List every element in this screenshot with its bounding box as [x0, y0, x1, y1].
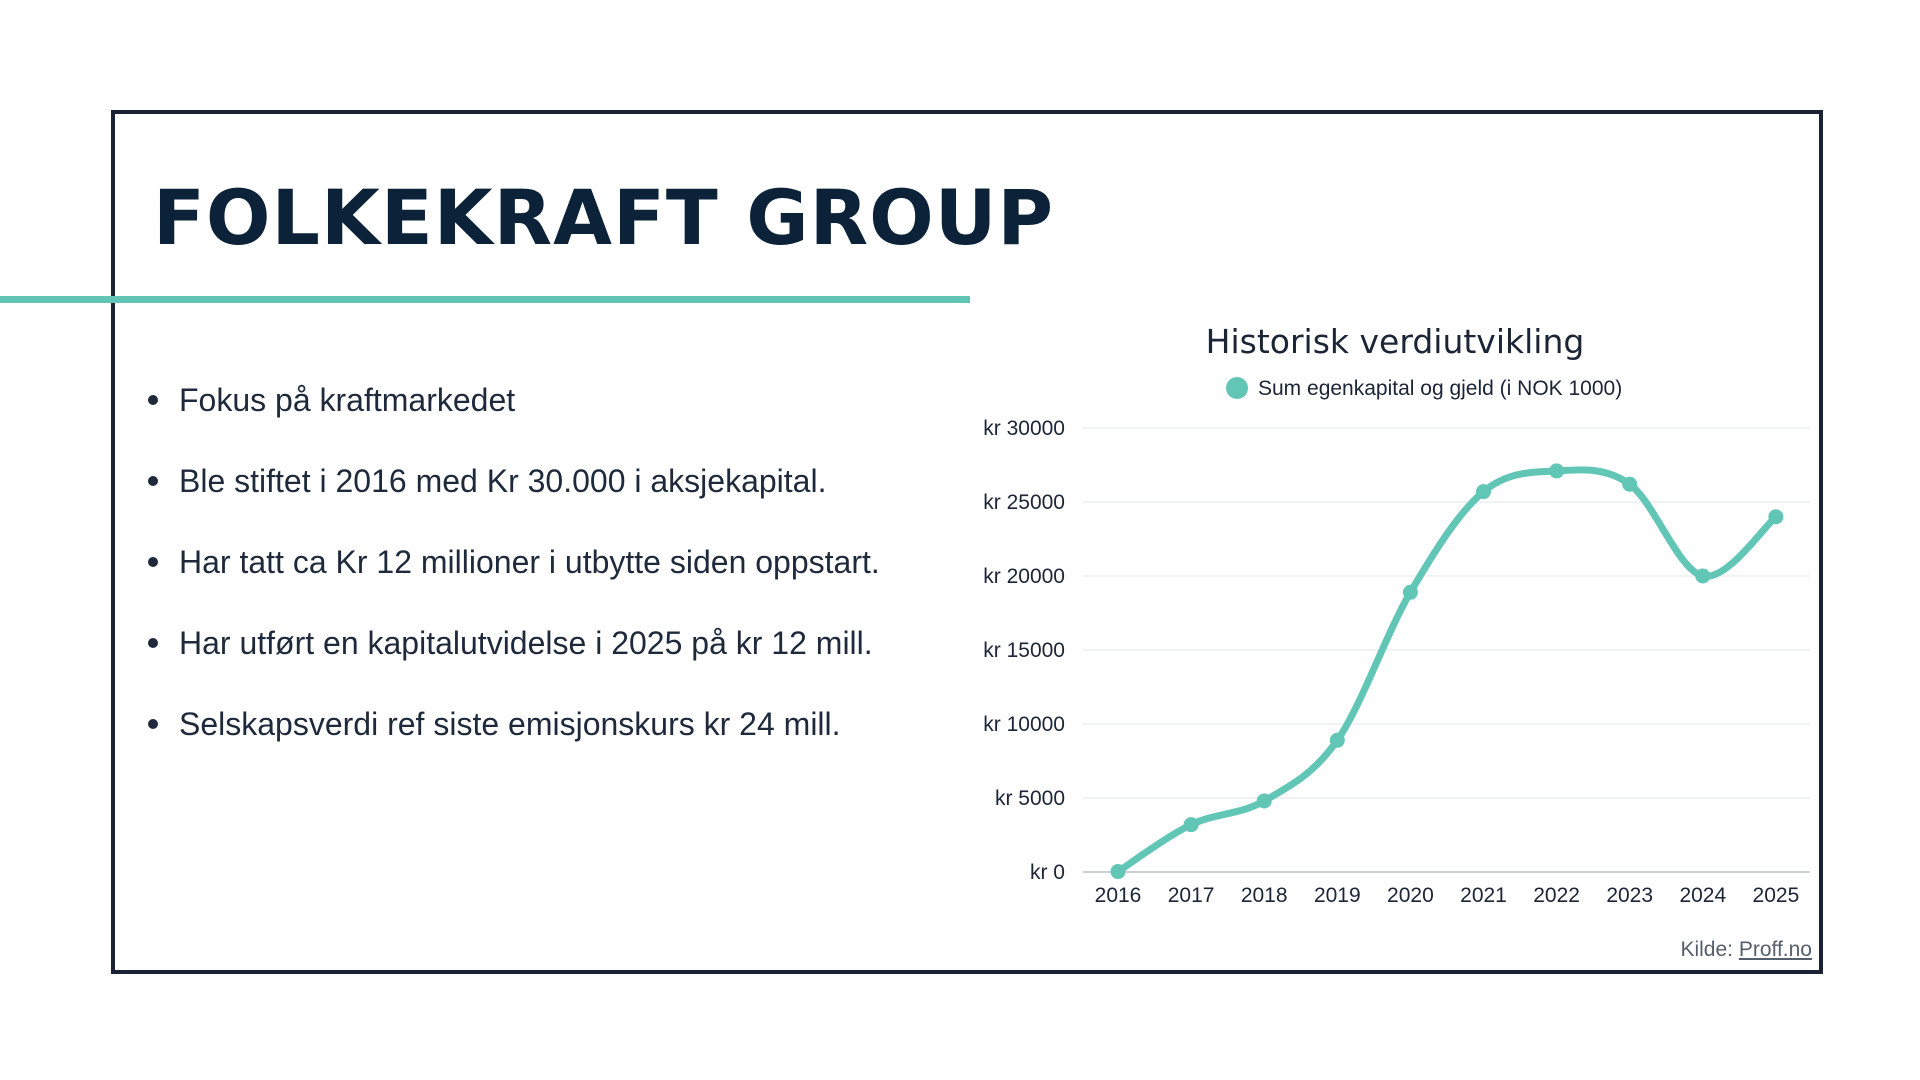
x-tick-label: 2021	[1460, 884, 1507, 907]
data-point	[1768, 509, 1784, 525]
source-link[interactable]: Proff.no	[1738, 938, 1812, 961]
x-tick-label: 2016	[1095, 884, 1142, 907]
bullet-item: Har tatt ca Kr 12 millioner i utbytte si…	[146, 538, 880, 619]
data-point	[1549, 463, 1565, 479]
bullet-text: Har utført en kapitalutvidelse i 2025 på…	[179, 625, 873, 661]
data-point	[1183, 817, 1199, 833]
bullet-item: Selskapsverdi ref siste emisjonskurs kr …	[146, 700, 880, 781]
data-point	[1695, 568, 1711, 584]
data-point	[1110, 864, 1126, 880]
bullet-item: Fokus på kraftmarkedet	[146, 376, 880, 457]
bullet-text: Fokus på kraftmarkedet	[179, 382, 516, 418]
source-label: Kilde:	[1680, 938, 1733, 961]
legend-marker-icon	[1226, 377, 1248, 399]
bullet-dot-icon	[148, 719, 158, 729]
title-underline	[0, 296, 970, 303]
content-frame	[111, 110, 1823, 974]
source-note: Kilde: Proff.no	[1680, 938, 1812, 962]
bullet-dot-icon	[148, 557, 158, 567]
x-tick-label: 2025	[1753, 884, 1800, 907]
x-tick-label: 2018	[1241, 884, 1288, 907]
bullet-dot-icon	[148, 476, 158, 486]
legend-label: Sum egenkapital og gjeld (i NOK 1000)	[1258, 377, 1622, 400]
y-tick-label: kr 10000	[983, 713, 1065, 736]
y-tick-label: kr 15000	[983, 639, 1065, 662]
data-point	[1329, 732, 1345, 748]
data-point	[1476, 484, 1491, 500]
data-point	[1402, 584, 1418, 600]
page-title: FOLKEKRAFT GROUP	[153, 173, 1055, 262]
x-tick-label: 2022	[1533, 884, 1580, 907]
x-tick-label: 2019	[1314, 884, 1361, 907]
bullet-text: Har tatt ca Kr 12 millioner i utbytte si…	[179, 544, 880, 580]
x-tick-label: 2023	[1606, 884, 1653, 907]
x-tick-label: 2024	[1679, 884, 1726, 907]
x-tick-label: 2017	[1168, 884, 1215, 907]
value-chart: Historisk verdiutvikling Sum egenkapital …	[983, 322, 1810, 907]
y-tick-label: kr 0	[1030, 861, 1065, 884]
x-tick-label: 2020	[1387, 884, 1434, 907]
bullet-text: Selskapsverdi ref siste emisjonskurs kr …	[179, 706, 841, 742]
y-tick-label: kr 30000	[983, 417, 1065, 440]
data-point	[1622, 476, 1638, 492]
bullet-item: Ble stiftet i 2016 med Kr 30.000 i aksje…	[146, 457, 880, 538]
chart-title: Historisk verdiutvikling	[1206, 322, 1585, 361]
bullet-dot-icon	[148, 638, 158, 648]
bullet-list: Fokus på kraftmarkedet Ble stiftet i 201…	[146, 376, 880, 781]
y-tick-label: kr 5000	[995, 787, 1065, 810]
series-line	[1114, 466, 1780, 876]
data-point	[1256, 793, 1272, 809]
bullet-text: Ble stiftet i 2016 med Kr 30.000 i aksje…	[179, 463, 827, 499]
y-tick-label: kr 25000	[983, 491, 1065, 514]
bullet-dot-icon	[148, 395, 158, 405]
bullet-item: Har utført en kapitalutvidelse i 2025 på…	[146, 619, 880, 700]
y-tick-label: kr 20000	[983, 565, 1065, 588]
